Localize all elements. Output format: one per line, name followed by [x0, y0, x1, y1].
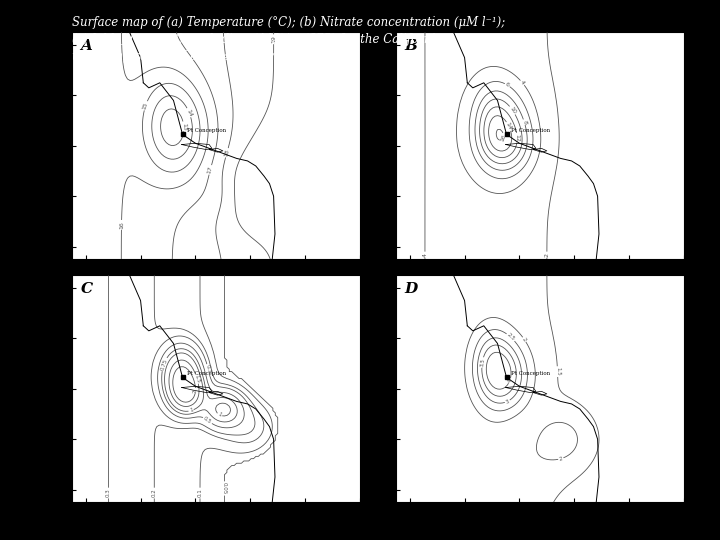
Text: 12: 12: [515, 134, 520, 142]
Text: 4: 4: [507, 378, 513, 383]
Text: 1.5: 1.5: [555, 367, 560, 376]
X-axis label: Longitude (deg. W): Longitude (deg. W): [499, 522, 581, 530]
Text: 0.1: 0.1: [197, 489, 202, 497]
Text: 19: 19: [271, 35, 276, 43]
Text: 14: 14: [505, 122, 513, 131]
Text: 0.2: 0.2: [152, 489, 157, 497]
Text: 1: 1: [189, 408, 194, 414]
Text: B: B: [405, 39, 418, 53]
Text: Pt Conception: Pt Conception: [510, 371, 550, 376]
Text: 2: 2: [521, 336, 527, 342]
Text: 16: 16: [119, 221, 124, 229]
Text: 0.3: 0.3: [106, 489, 111, 497]
X-axis label: Longitude (deg. W): Longitude (deg. W): [175, 522, 257, 530]
Text: 3: 3: [505, 399, 510, 404]
Text: 2: 2: [544, 253, 549, 256]
Text: Pt Conception: Pt Conception: [510, 128, 550, 133]
Text: 0.3: 0.3: [204, 364, 212, 374]
Text: 1.5: 1.5: [194, 374, 201, 383]
Text: 2: 2: [193, 389, 198, 393]
Text: 3.5: 3.5: [479, 357, 485, 367]
Text: 1: 1: [217, 412, 222, 418]
Text: 0.5: 0.5: [202, 416, 212, 425]
Text: 4: 4: [423, 253, 428, 256]
Text: 10: 10: [508, 106, 517, 115]
Text: Pt Conception: Pt Conception: [186, 371, 226, 376]
Text: 6: 6: [505, 82, 510, 88]
Text: 15: 15: [142, 101, 149, 110]
Text: 4: 4: [519, 80, 526, 86]
Text: 2.5: 2.5: [506, 333, 516, 342]
Text: D: D: [405, 282, 418, 296]
Y-axis label: Latitude (deg. N): Latitude (deg. N): [42, 352, 51, 426]
Text: 17: 17: [207, 165, 214, 174]
Y-axis label: Latitude (deg. N): Latitude (deg. N): [42, 109, 51, 183]
Text: C: C: [81, 282, 93, 296]
Text: Pt Conception: Pt Conception: [186, 128, 226, 133]
Text: 0.05: 0.05: [222, 482, 227, 495]
Text: 0.75: 0.75: [160, 357, 168, 371]
Text: A: A: [81, 39, 92, 53]
Text: Surface map of (a) Temperature (°C); (b) Nitrate concentration (μM l⁻¹);
(c) [ch: Surface map of (a) Temperature (°C); (b)…: [72, 16, 505, 63]
Text: 16: 16: [500, 133, 507, 143]
Text: 2: 2: [559, 456, 563, 462]
Text: 14: 14: [185, 108, 193, 117]
Text: 8: 8: [521, 119, 527, 125]
Text: 18: 18: [223, 148, 230, 157]
Text: 13: 13: [181, 122, 186, 131]
